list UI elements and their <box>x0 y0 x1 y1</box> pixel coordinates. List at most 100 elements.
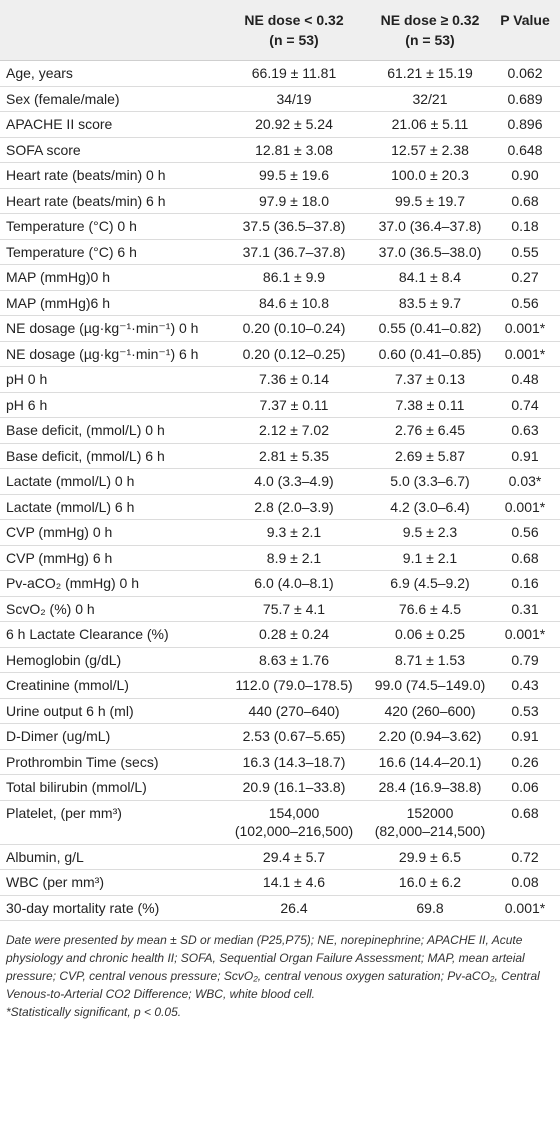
column-label: NE dose ≥ 0.32 <box>380 12 480 28</box>
cell: 29.9 ± 6.5 <box>370 844 490 870</box>
data-table: NE dose < 0.32 (n = 53) NE dose ≥ 0.32 (n =… <box>0 0 560 921</box>
table-row: MAP (mmHg)0 h 86.1 ± 9.9 84.1 ± 8.4 0.27 <box>0 264 560 291</box>
cell: 0.001* <box>490 315 560 342</box>
cell: 420 (260–600) <box>370 698 490 724</box>
cell: 0.53 <box>490 698 560 724</box>
cell: 2.69 ± 5.87 <box>370 443 490 469</box>
table-body: Age, years 66.19 ± 11.81 61.21 ± 15.19 0.06… <box>0 60 560 921</box>
cell: 14.1 ± 4.6 <box>218 869 370 896</box>
row-label: APACHE II score <box>0 111 218 138</box>
table-row: Sex (female/male) 34/19 32/21 0.689 <box>0 86 560 112</box>
cell: 0.74 <box>490 392 560 418</box>
cell: 8.71 ± 1.53 <box>370 647 490 673</box>
cell: 99.5 ± 19.7 <box>370 188 490 214</box>
cell: 84.6 ± 10.8 <box>218 290 370 316</box>
cell: 0.31 <box>490 596 560 622</box>
cell: 0.56 <box>490 290 560 316</box>
table-row: Lactate (mmol/L) 0 h 4.0 (3.3–4.9) 5.0 (3.… <box>0 468 560 495</box>
cell: 66.19 ± 11.81 <box>218 60 370 87</box>
row-label: Prothrombin Time (secs) <box>0 749 218 775</box>
cell: 2.12 ± 7.02 <box>218 417 370 444</box>
cell: 0.55 <box>490 239 560 265</box>
cell: 20.92 ± 5.24 <box>218 111 370 138</box>
table-row: Platelet, (per mm³) 154,000 (102,000–216,… <box>0 800 560 845</box>
cell: 21.06 ± 5.11 <box>370 111 490 138</box>
cell: 0.08 <box>490 869 560 896</box>
row-label: Lactate (mmol/L) 6 h <box>0 494 218 520</box>
cell: 9.5 ± 2.3 <box>370 519 490 546</box>
cell: 6.0 (4.0–8.1) <box>218 570 370 597</box>
cell: 28.4 (16.9–38.8) <box>370 774 490 801</box>
cell: 0.20 (0.10–0.24) <box>218 315 370 342</box>
row-label: pH 6 h <box>0 392 218 418</box>
cell: 0.001* <box>490 494 560 520</box>
table-row: Age, years 66.19 ± 11.81 61.21 ± 15.19 0.06… <box>0 60 560 87</box>
cell: 7.38 ± 0.11 <box>370 392 490 418</box>
cell: 16.3 (14.3–18.7) <box>218 749 370 775</box>
cell: 75.7 ± 4.1 <box>218 596 370 622</box>
column-label: NE dose < 0.32 <box>244 12 344 28</box>
cell: 97.9 ± 18.0 <box>218 188 370 214</box>
table-row: CVP (mmHg) 6 h 8.9 ± 2.1 9.1 ± 2.1 0.68 <box>0 545 560 571</box>
cell: 0.062 <box>490 60 560 87</box>
table-row: Pv-aCO₂ (mmHg) 0 h 6.0 (4.0–8.1) 6.9 (4.5–… <box>0 570 560 597</box>
cell: 0.06 ± 0.25 <box>370 621 490 648</box>
cell: 0.18 <box>490 213 560 240</box>
cell: 37.1 (36.7–37.8) <box>218 239 370 265</box>
row-label: Hemoglobin (g/dL) <box>0 647 218 673</box>
row-label: NE dosage (µg·kg⁻¹·min⁻¹) 6 h <box>0 341 218 367</box>
row-label: CVP (mmHg) 0 h <box>0 519 218 546</box>
cell: 99.0 (74.5–149.0) <box>370 672 490 699</box>
cell: 6.9 (4.5–9.2) <box>370 570 490 597</box>
cell: 32/21 <box>370 86 490 112</box>
table-row: pH 6 h 7.37 ± 0.11 7.38 ± 0.11 0.74 <box>0 392 560 418</box>
table-row: Urine output 6 h (ml) 440 (270–640) 420 (2… <box>0 698 560 724</box>
cell: 0.79 <box>490 647 560 673</box>
footnote-significance: *Statistically significant, p < 0.05. <box>6 1005 182 1019</box>
cell: 37.0 (36.5–38.0) <box>370 239 490 265</box>
row-label: 30-day mortality rate (%) <box>0 895 218 921</box>
cell: 0.72 <box>490 844 560 870</box>
cell: 0.689 <box>490 86 560 112</box>
row-label: Lactate (mmol/L) 0 h <box>0 468 218 495</box>
cell: 0.68 <box>490 545 560 571</box>
cell: 16.0 ± 6.2 <box>370 869 490 896</box>
cell: 34/19 <box>218 86 370 112</box>
cell: 16.6 (14.4–20.1) <box>370 749 490 775</box>
row-label: Base deficit, (mmol/L) 6 h <box>0 443 218 469</box>
table-row: D-Dimer (ug/mL) 2.53 (0.67–5.65) 2.20 (0.9… <box>0 723 560 750</box>
cell: 4.0 (3.3–4.9) <box>218 468 370 495</box>
table-row: Prothrombin Time (secs) 16.3 (14.3–18.7) 1… <box>0 749 560 775</box>
cell: 7.36 ± 0.14 <box>218 366 370 393</box>
column-n: (n = 53) <box>269 32 319 48</box>
cell: 0.001* <box>490 621 560 648</box>
cell: 12.81 ± 3.08 <box>218 137 370 163</box>
cell: 84.1 ± 8.4 <box>370 264 490 291</box>
row-label: MAP (mmHg)6 h <box>0 290 218 316</box>
cell: 0.16 <box>490 570 560 597</box>
table-row: MAP (mmHg)6 h 84.6 ± 10.8 83.5 ± 9.7 0.56 <box>0 290 560 316</box>
cell: 7.37 ± 0.13 <box>370 366 490 393</box>
header-row: NE dose < 0.32 (n = 53) NE dose ≥ 0.32 (n =… <box>0 0 560 61</box>
cell: 20.9 (16.1–33.8) <box>218 774 370 801</box>
cell: 0.56 <box>490 519 560 546</box>
cell: 86.1 ± 9.9 <box>218 264 370 291</box>
table-header: NE dose < 0.32 (n = 53) NE dose ≥ 0.32 (n =… <box>0 0 560 61</box>
table-row: NE dosage (µg·kg⁻¹·min⁻¹) 0 h 0.20 (0.10–… <box>0 315 560 342</box>
row-label: Total bilirubin (mmol/L) <box>0 774 218 801</box>
row-label: NE dosage (µg·kg⁻¹·min⁻¹) 0 h <box>0 315 218 342</box>
cell: 0.55 (0.41–0.82) <box>370 315 490 342</box>
table-row: Albumin, g/L 29.4 ± 5.7 29.9 ± 6.5 0.72 <box>0 844 560 870</box>
cell: 0.03* <box>490 468 560 495</box>
row-label: WBC (per mm³) <box>0 869 218 896</box>
table-row: Lactate (mmol/L) 6 h 2.8 (2.0–3.9) 4.2 (3.… <box>0 494 560 520</box>
cell: 0.91 <box>490 443 560 469</box>
row-label: Age, years <box>0 60 218 87</box>
table-row: Heart rate (beats/min) 0 h 99.5 ± 19.6 100… <box>0 162 560 189</box>
table-row: Hemoglobin (g/dL) 8.63 ± 1.76 8.71 ± 1.53 0… <box>0 647 560 673</box>
cell: 26.4 <box>218 895 370 921</box>
footnote-text: Date were presented by mean ± SD or medi… <box>6 933 540 1001</box>
table-row: 30-day mortality rate (%) 26.4 69.8 0.001* <box>0 895 560 921</box>
row-label: Platelet, (per mm³) <box>0 800 218 845</box>
cell: 5.0 (3.3–6.7) <box>370 468 490 495</box>
